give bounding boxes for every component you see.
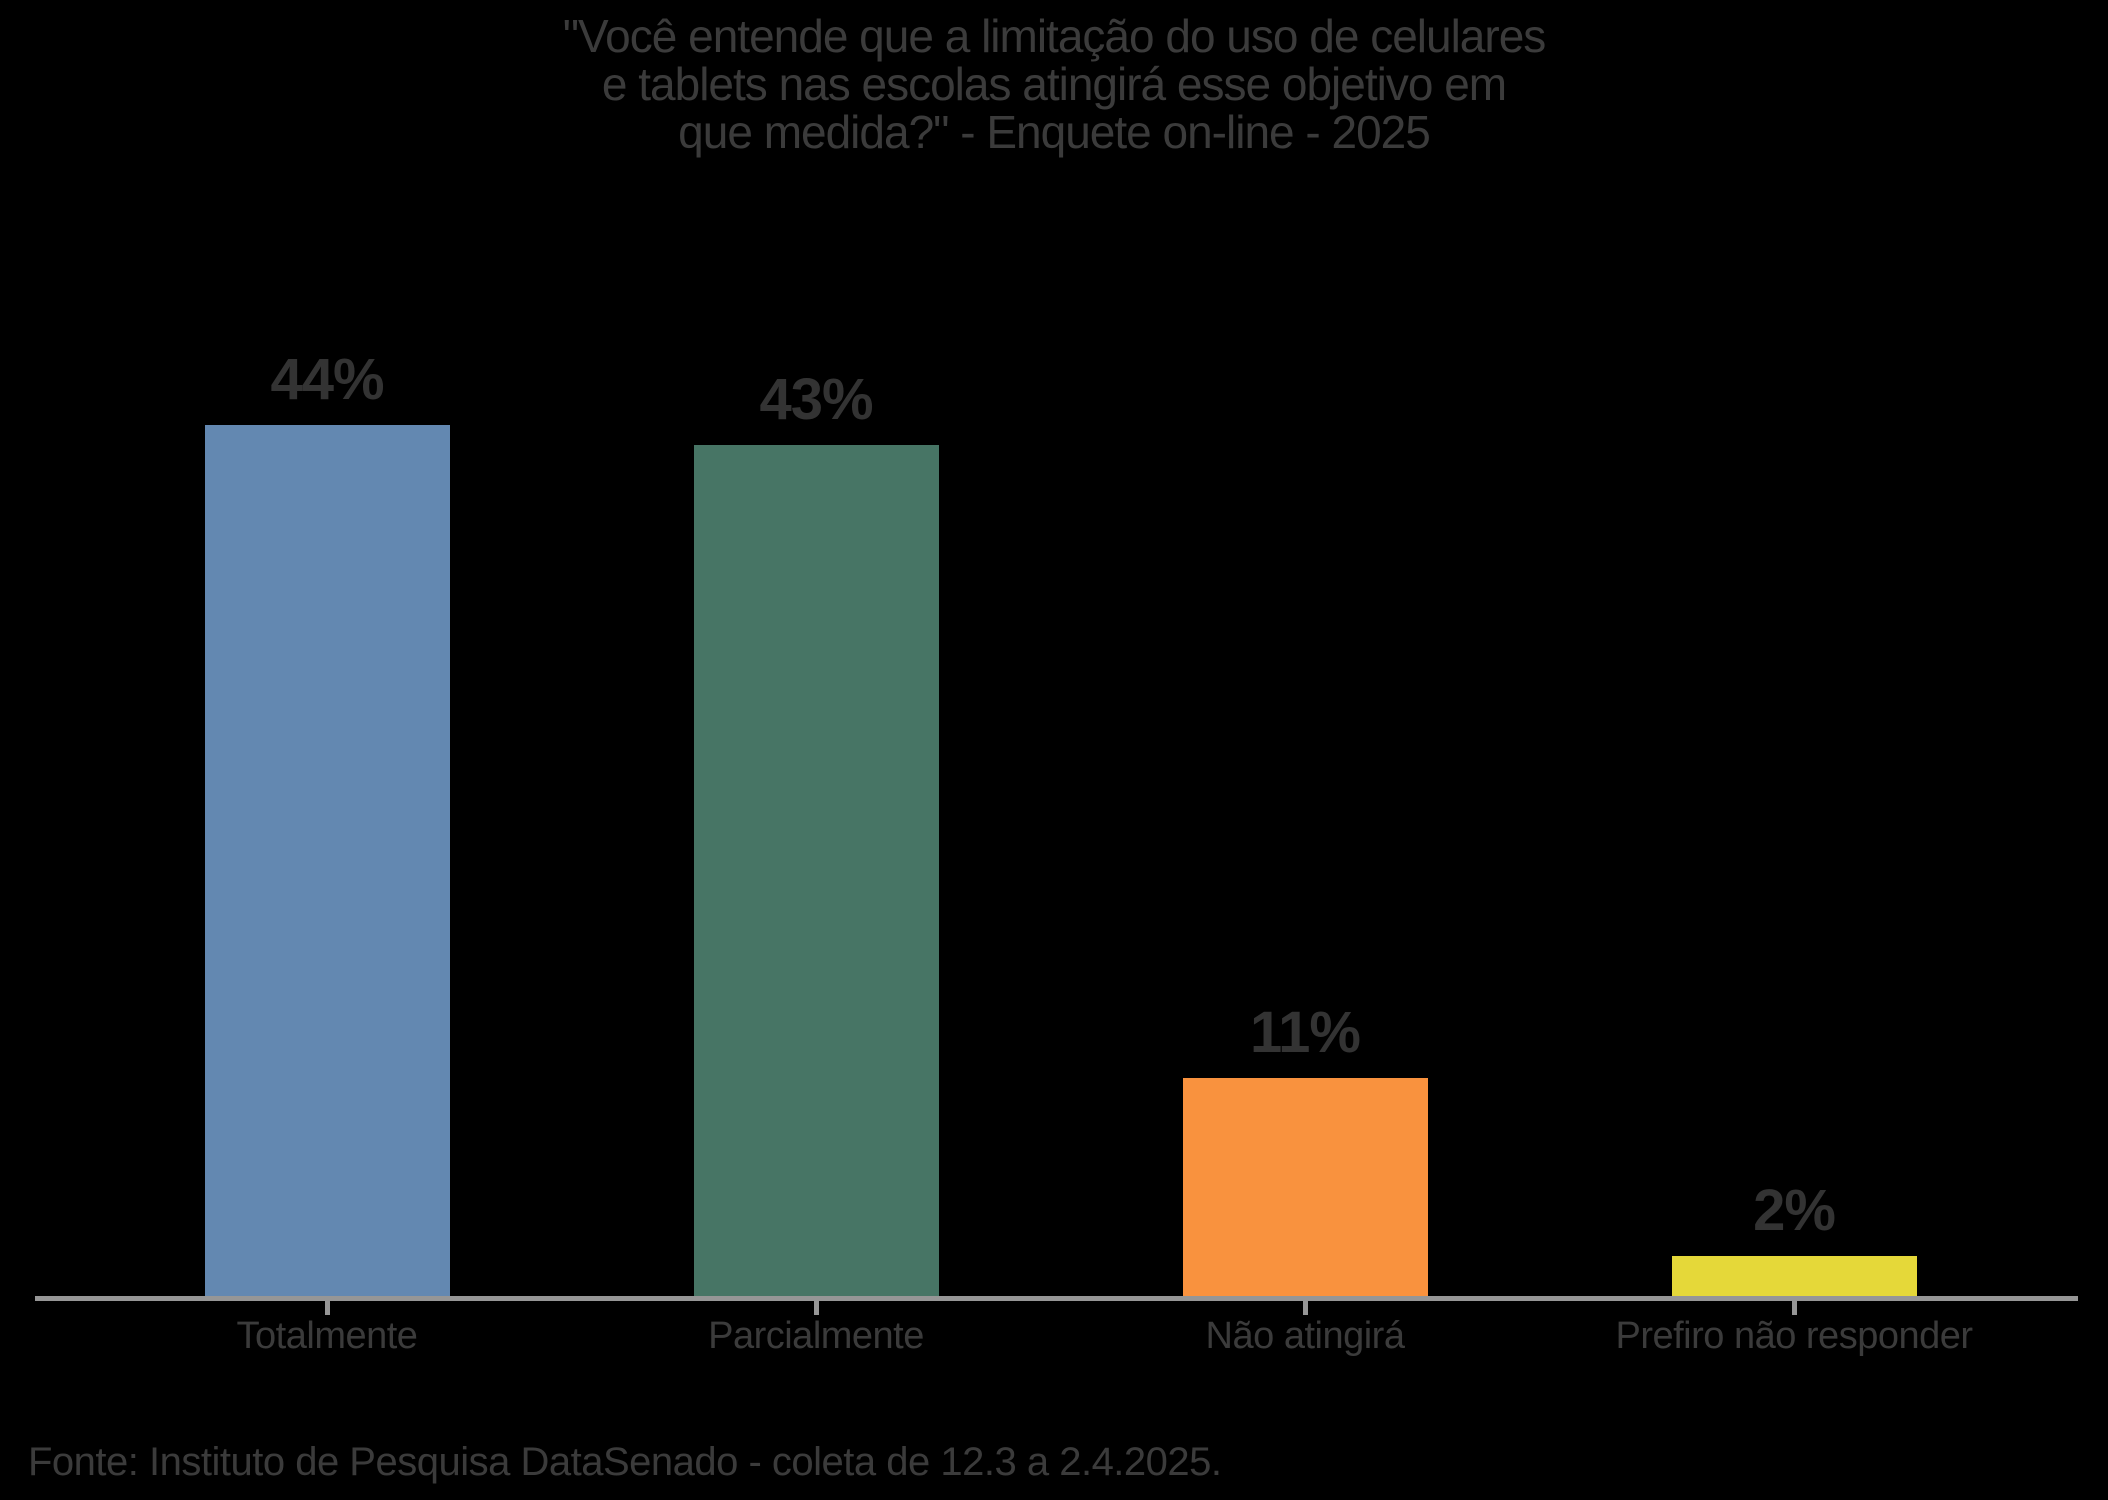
category-label-totalmente: Totalmente <box>236 1315 418 1357</box>
bar-nao-atingira <box>1182 1078 1428 1296</box>
chart-title-line-3: que medida?" - Enquete on-line - 2025 <box>678 106 1431 158</box>
category-label-prefiro-nao-responder: Prefiro não responder <box>1615 1315 1973 1357</box>
chart-title-line-2: e tablets nas escolas atingirá esse obje… <box>601 58 1507 110</box>
axis-tick-parcialmente <box>814 1301 819 1315</box>
axis-tick-totalmente <box>325 1301 330 1315</box>
value-label-parcialmente: 43% <box>759 367 873 432</box>
x-axis-line <box>35 1296 2078 1301</box>
axis-tick-nao-atingira <box>1303 1301 1308 1315</box>
value-label-nao-atingira: 11% <box>1250 1000 1361 1065</box>
bar-parcialmente <box>693 445 939 1296</box>
value-label-totalmente: 44% <box>270 347 384 412</box>
axis-tick-prefiro-nao-responder <box>1792 1301 1797 1315</box>
source-note: Fonte: Instituto de Pesquisa DataSenado … <box>28 1440 1222 1484</box>
value-label-prefiro-nao-responder: 2% <box>1753 1178 1836 1243</box>
chart-title: "Você entende que a limitação do uso de … <box>0 12 2108 156</box>
category-label-nao-atingira: Não atingirá <box>1205 1315 1405 1357</box>
bar-prefiro-nao-responder <box>1671 1256 1917 1296</box>
chart-title-line-1: "Você entende que a limitação do uso de … <box>562 10 1547 62</box>
bar-totalmente <box>204 425 450 1296</box>
category-label-parcialmente: Parcialmente <box>708 1315 924 1357</box>
